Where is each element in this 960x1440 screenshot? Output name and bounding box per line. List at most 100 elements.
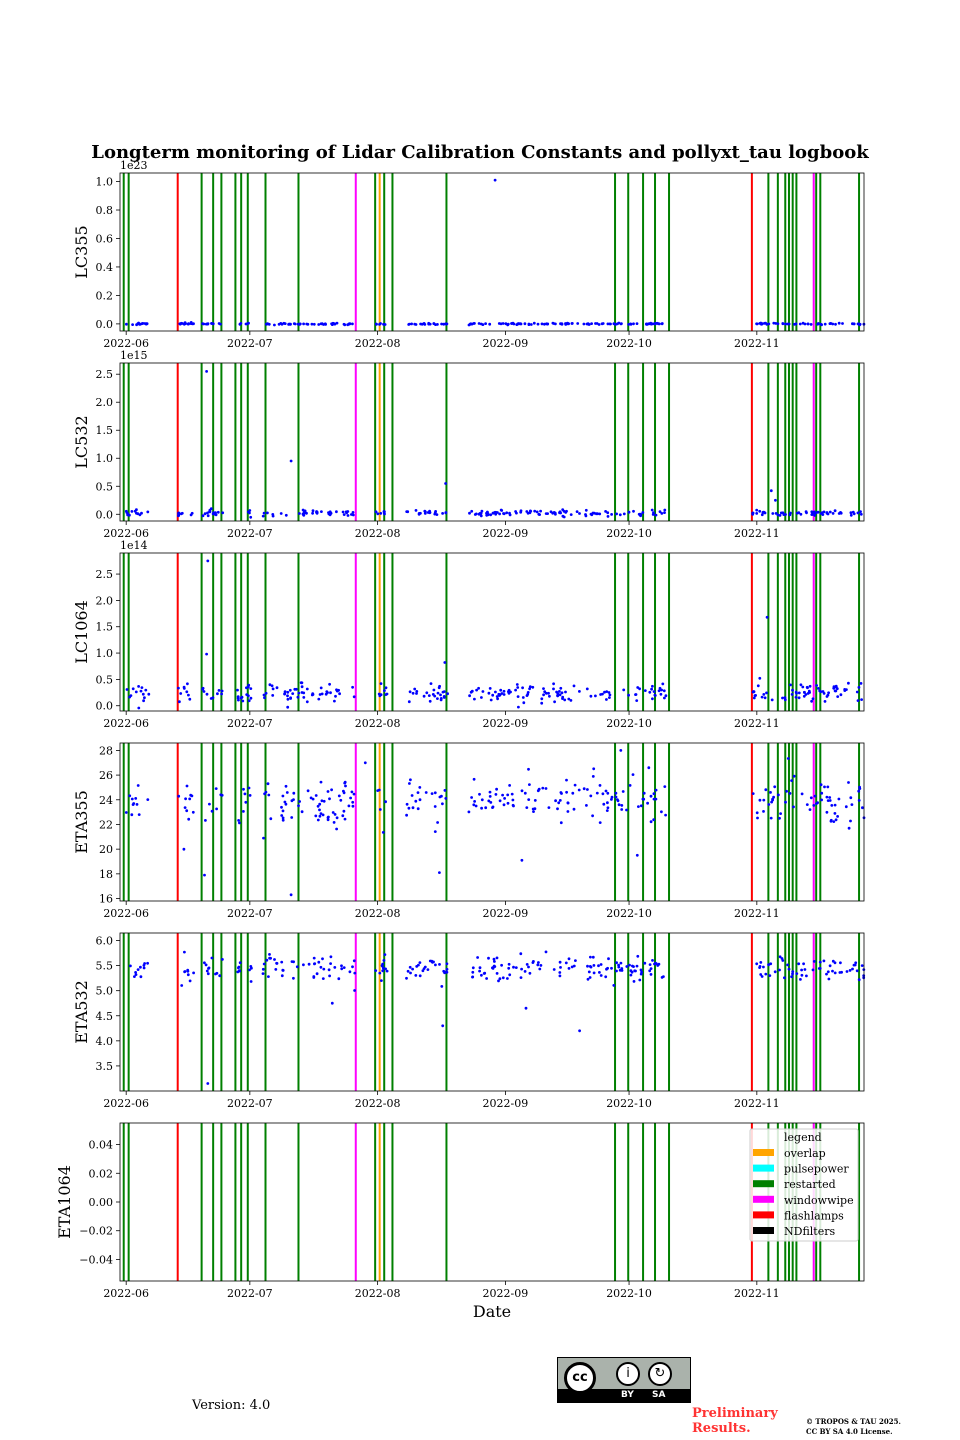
x-tick-label: 2022-06	[103, 717, 149, 730]
data-point	[521, 686, 524, 690]
data-point	[619, 322, 623, 326]
cc-license-badge[interactable]: cc i ↻ BY SA	[557, 1357, 691, 1403]
data-point-outlier	[635, 853, 639, 857]
data-point	[799, 683, 803, 687]
data-point	[515, 683, 519, 686]
data-point	[488, 790, 492, 794]
y-offset-label: 1e14	[120, 539, 148, 552]
data-point	[854, 961, 858, 965]
data-point	[857, 322, 861, 326]
data-point	[261, 514, 265, 518]
data-point	[818, 967, 822, 970]
data-point	[138, 513, 142, 517]
data-point	[266, 322, 270, 326]
data-point	[134, 797, 138, 800]
data-point	[548, 694, 551, 698]
data-point	[552, 687, 555, 691]
data-point	[598, 512, 602, 516]
data-point	[844, 805, 848, 809]
data-point	[760, 322, 764, 326]
data-point	[206, 972, 210, 976]
data-point	[499, 322, 503, 326]
data-point	[347, 322, 351, 326]
data-point	[216, 510, 220, 514]
data-point	[185, 809, 189, 813]
data-point	[182, 687, 186, 690]
data-point	[663, 511, 666, 514]
data-point	[346, 514, 350, 517]
data-point	[558, 693, 562, 697]
data-point	[860, 698, 863, 701]
data-point	[664, 813, 667, 817]
y-tick-label: 0.5	[96, 480, 114, 493]
data-point	[502, 512, 505, 515]
data-point	[483, 971, 487, 975]
data-point	[629, 973, 633, 977]
y-tick-label: 0.8	[96, 204, 114, 217]
data-point	[650, 322, 653, 326]
data-point	[339, 798, 343, 802]
y-axis-label: ETA532	[72, 980, 91, 1044]
data-point	[592, 767, 596, 771]
data-point	[471, 966, 475, 970]
data-point	[378, 971, 382, 975]
data-point	[178, 322, 182, 326]
data-point	[506, 801, 510, 805]
data-point	[311, 511, 314, 515]
data-point	[542, 687, 545, 690]
legend-label-ndfilters: NDfilters	[784, 1225, 835, 1238]
data-point	[617, 803, 621, 807]
data-point	[351, 800, 355, 804]
data-point	[660, 322, 664, 325]
data-point	[506, 322, 510, 326]
data-point	[617, 965, 621, 969]
panel-frame	[119, 742, 865, 902]
data-point	[441, 802, 444, 806]
data-point	[565, 778, 568, 782]
data-point	[523, 970, 527, 973]
data-point	[500, 509, 504, 512]
data-point	[828, 799, 832, 802]
data-point	[834, 685, 838, 689]
data-point	[205, 322, 209, 326]
data-point	[241, 699, 245, 703]
data-point	[755, 508, 759, 512]
x-tick-label: 2022-09	[483, 527, 529, 540]
data-point	[337, 977, 341, 981]
x-axis-label: Date	[473, 1302, 511, 1321]
data-point	[569, 699, 573, 702]
data-point	[351, 511, 355, 514]
data-point	[347, 804, 351, 808]
data-point	[473, 697, 476, 701]
data-point	[759, 961, 763, 964]
data-point	[302, 963, 305, 967]
data-point	[596, 512, 599, 516]
data-point	[641, 511, 645, 514]
data-point	[498, 512, 501, 516]
data-point	[319, 812, 323, 815]
data-point	[480, 798, 484, 802]
data-point	[377, 788, 381, 792]
version-label: Version: 4.0	[192, 1398, 271, 1413]
data-point	[436, 697, 439, 700]
data-point	[641, 797, 645, 801]
data-point	[507, 690, 510, 694]
x-tick-label: 2022-10	[606, 1097, 652, 1110]
data-point	[561, 508, 565, 511]
data-point	[134, 973, 138, 976]
data-point	[660, 688, 663, 692]
data-point	[605, 967, 608, 971]
y-tick-label: 0.0	[96, 318, 114, 331]
data-point	[433, 694, 437, 698]
data-point	[484, 806, 488, 810]
data-point	[492, 957, 496, 961]
x-tick-label: 2022-07	[227, 337, 273, 350]
data-point	[598, 971, 601, 974]
data-point	[808, 691, 811, 694]
cc-icon: cc	[564, 1362, 596, 1394]
data-point	[558, 960, 562, 964]
data-point	[476, 956, 479, 959]
data-point	[538, 967, 542, 971]
x-tick-label: 2022-06	[103, 907, 149, 920]
data-point	[320, 692, 324, 696]
